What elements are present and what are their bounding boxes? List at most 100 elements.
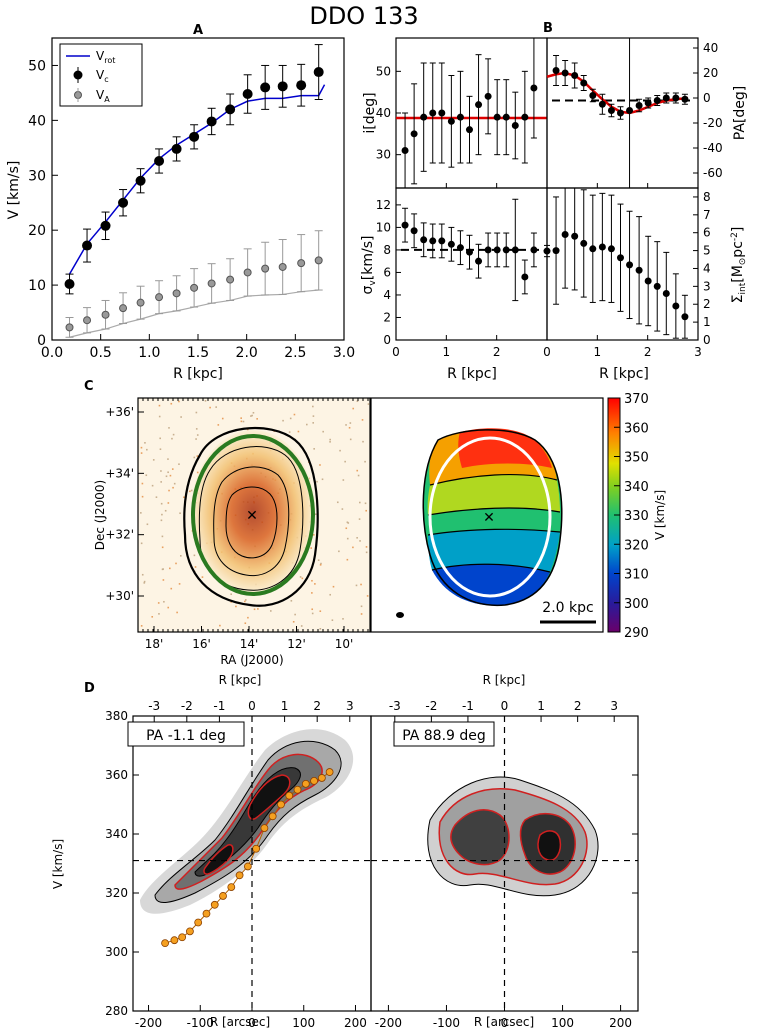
va-point [314, 256, 323, 265]
noise-pixel [313, 448, 315, 450]
noise-pixel [360, 613, 363, 615]
pv-rotation-curve-point [260, 824, 269, 832]
noise-pixel [366, 595, 369, 597]
panel-b-point [502, 113, 510, 121]
colorbar-tick-label: 320 [624, 538, 649, 553]
noise-pixel [161, 535, 164, 538]
panel-b-point [561, 230, 569, 238]
panel-a-xtick-label: 0.0 [41, 345, 63, 361]
panel-b-ytick-label: 10 [376, 220, 391, 234]
noise-pixel [193, 456, 196, 459]
panel-c-ylabel: Dec (J2000) [93, 480, 107, 550]
panel-d-xlabel-left: R [arcsec] [210, 1015, 270, 1029]
noise-pixel [140, 446, 143, 449]
legend-va: VA [96, 88, 110, 104]
noise-pixel [170, 587, 173, 590]
panel-c-xlabel: RA (J2000) [220, 653, 283, 667]
noise-pixel [364, 502, 367, 505]
panel-b-point [465, 248, 473, 256]
panel-b-point [493, 113, 501, 121]
noise-pixel [167, 606, 170, 609]
pv-rotation-curve-point [161, 939, 169, 948]
velocity-field-outline [422, 429, 563, 607]
noise-pixel [359, 501, 361, 504]
figure-title: DDO 133 [309, 2, 418, 30]
noise-pixel [195, 411, 198, 414]
noise-pixel [178, 583, 181, 585]
panel-b-ytick-label: 6 [703, 226, 711, 240]
noise-pixel [346, 558, 349, 561]
hi-contour-3 [213, 466, 290, 577]
noise-pixel [345, 424, 347, 426]
pv-slice-2-label-box [393, 721, 495, 747]
panel-b-ytick-label: 4 [383, 288, 391, 302]
panel-c-xtick-label: 16' [192, 637, 211, 651]
noise-pixel [161, 513, 163, 516]
vc-point [189, 131, 200, 142]
noise-pixel [253, 608, 256, 611]
panel-b-label: B [543, 21, 553, 36]
panel-d-xtick-label: 0 [248, 1016, 256, 1030]
noise-pixel [140, 452, 143, 454]
panel-b-point [552, 247, 560, 255]
noise-pixel [319, 627, 322, 630]
noise-pixel [345, 527, 348, 530]
noise-pixel [292, 620, 295, 623]
noise-pixel [196, 434, 199, 436]
noise-pixel [159, 437, 161, 440]
pv-rotation-curve-point [219, 892, 227, 900]
panel-b-point [475, 101, 483, 109]
panel-b-point [571, 232, 579, 240]
panel-b-xtick-label: 2 [644, 345, 652, 359]
noise-pixel [143, 582, 146, 584]
panel-b-point [420, 236, 428, 244]
panel-d-xtick-label: -100 [187, 1016, 214, 1030]
panel-b-ytick-label: 50 [376, 64, 391, 78]
panel-b-ytick-label: 8 [383, 243, 391, 257]
noise-pixel [250, 415, 252, 417]
va-point [136, 298, 145, 307]
noise-pixel [160, 470, 162, 472]
va-point [190, 283, 199, 292]
panel-d-ylabel: V [km/s] [51, 839, 65, 889]
panel-b-point [410, 227, 418, 235]
noise-pixel [158, 404, 161, 407]
panel-c-ytick-label: +30' [105, 589, 134, 603]
panel-b-xtick-label: 0 [543, 345, 551, 359]
noise-pixel [329, 441, 331, 443]
panel-d-ytick-label: 300 [105, 945, 128, 959]
noise-pixel [367, 403, 370, 405]
noise-pixel [319, 564, 322, 566]
noise-pixel [356, 536, 358, 539]
colorbar-tick-label: 300 [624, 597, 649, 612]
noise-pixel [342, 479, 345, 481]
noise-pixel [164, 509, 167, 512]
panel-b-point [447, 240, 455, 248]
panel-b-point [530, 84, 538, 92]
panel-b-ytick-label: 30 [376, 148, 391, 162]
noise-pixel [256, 418, 258, 420]
panel-a-rotation-curve: A 0.0 0.5 1.0 1.5 2.0 2.5 3.0 0 10 20 30 40 50 Vrot … [6, 23, 355, 382]
noise-pixel [189, 490, 191, 493]
noise-pixel [178, 463, 180, 465]
panel-a-xtick-label: 2.5 [284, 345, 306, 361]
panel-d-top-xlabel-right: R [kpc] [483, 673, 526, 687]
panel-a-xlabel: R [kpc] [173, 366, 223, 382]
noise-pixel [299, 576, 302, 578]
noise-pixel [322, 430, 324, 433]
noise-pixel [282, 419, 284, 422]
noise-pixel [251, 414, 253, 417]
noise-pixel [158, 613, 160, 615]
noise-pixel [319, 464, 321, 466]
panel-d-xtick-label: -200 [375, 1016, 402, 1030]
beam-ellipse [396, 612, 404, 618]
panel-b-point [456, 244, 464, 252]
panel-b-point [502, 246, 510, 254]
panel-c-xtick-label: 10' [335, 637, 354, 651]
noise-pixel [168, 489, 170, 492]
vc-point [296, 80, 307, 91]
panel-b-ytick-label: 7 [703, 208, 711, 222]
panel-d-top-xtick-label: 3 [610, 699, 618, 713]
pv-rotation-curve-point [301, 779, 310, 788]
panel-b-point [672, 302, 680, 310]
